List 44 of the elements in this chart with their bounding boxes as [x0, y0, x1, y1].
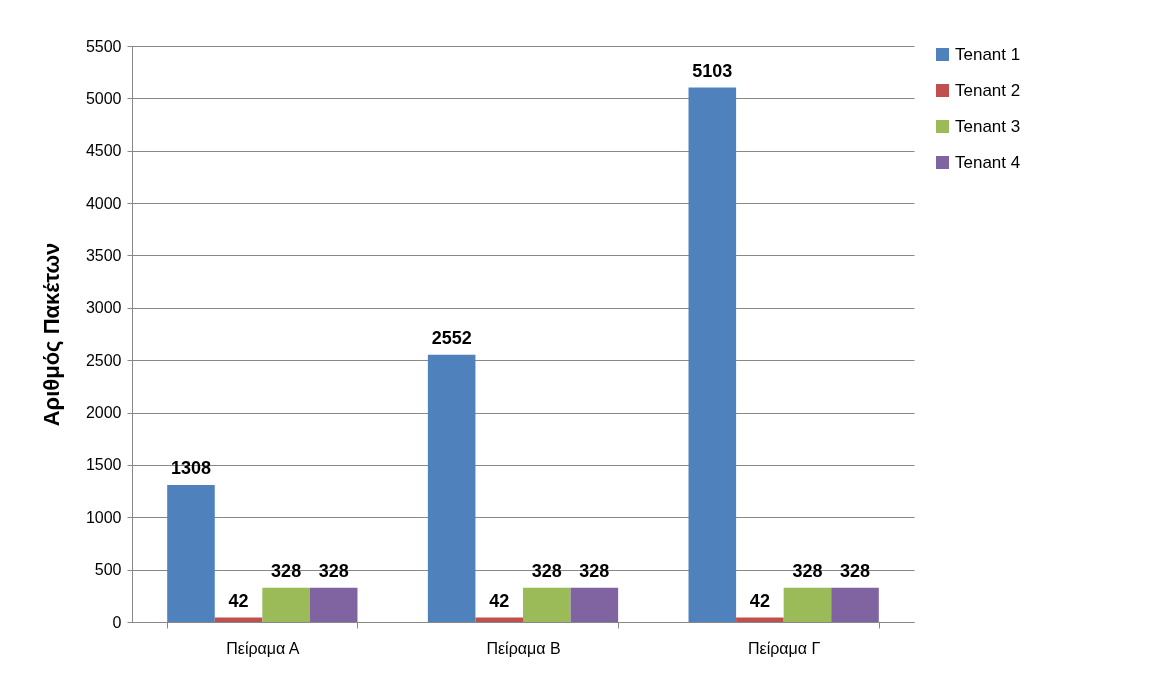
y-tick-label: 1000: [85, 508, 122, 526]
legend-label: Tenant 1: [955, 44, 1021, 64]
bar: [570, 587, 619, 622]
y-tick-label: 5000: [85, 89, 122, 107]
data-label: 2552: [431, 327, 472, 348]
y-axis-title: Αριθμός Πακέτων: [38, 242, 64, 427]
data-label: 42: [749, 590, 770, 611]
y-tick-label: 500: [94, 561, 122, 579]
y-tick-label: 2500: [85, 351, 122, 369]
y-tick-label: 0: [112, 613, 122, 631]
bar: [783, 587, 832, 622]
data-label: 328: [840, 560, 871, 581]
data-label: 1308: [170, 458, 211, 479]
data-label: 42: [489, 590, 510, 611]
bar: [475, 617, 523, 622]
y-tick-label: 3000: [85, 299, 122, 317]
legend-label: Tenant 4: [955, 152, 1021, 172]
legend-label: Tenant 3: [955, 116, 1021, 136]
y-tick-label: 4500: [85, 142, 122, 160]
bar: [309, 587, 358, 622]
bar: [214, 617, 263, 622]
bar: [736, 617, 784, 622]
data-label: 42: [228, 590, 249, 611]
y-tick-label: 4000: [85, 194, 122, 212]
data-label: 328: [531, 560, 562, 581]
y-tick-label: 5500: [85, 37, 122, 55]
bar: [688, 87, 737, 622]
x-tick-label: Πείραμα Γ: [748, 639, 821, 657]
y-tick-label: 3500: [85, 246, 122, 264]
bar: [523, 587, 571, 622]
bar: [427, 354, 476, 622]
x-tick-label: Πείραμα Α: [226, 639, 300, 657]
legend-label: Tenant 2: [955, 80, 1021, 100]
bar: [167, 485, 215, 622]
data-label: 328: [579, 560, 610, 581]
y-tick-label: 2000: [85, 404, 122, 422]
data-label: 328: [792, 560, 823, 581]
data-label: 5103: [692, 60, 733, 81]
bar: [262, 587, 310, 622]
x-tick-label: Πείραμα Β: [486, 639, 561, 657]
data-label: 328: [271, 560, 302, 581]
y-tick-label: 1500: [85, 456, 122, 474]
bar: [831, 587, 879, 622]
data-label: 328: [318, 560, 349, 581]
